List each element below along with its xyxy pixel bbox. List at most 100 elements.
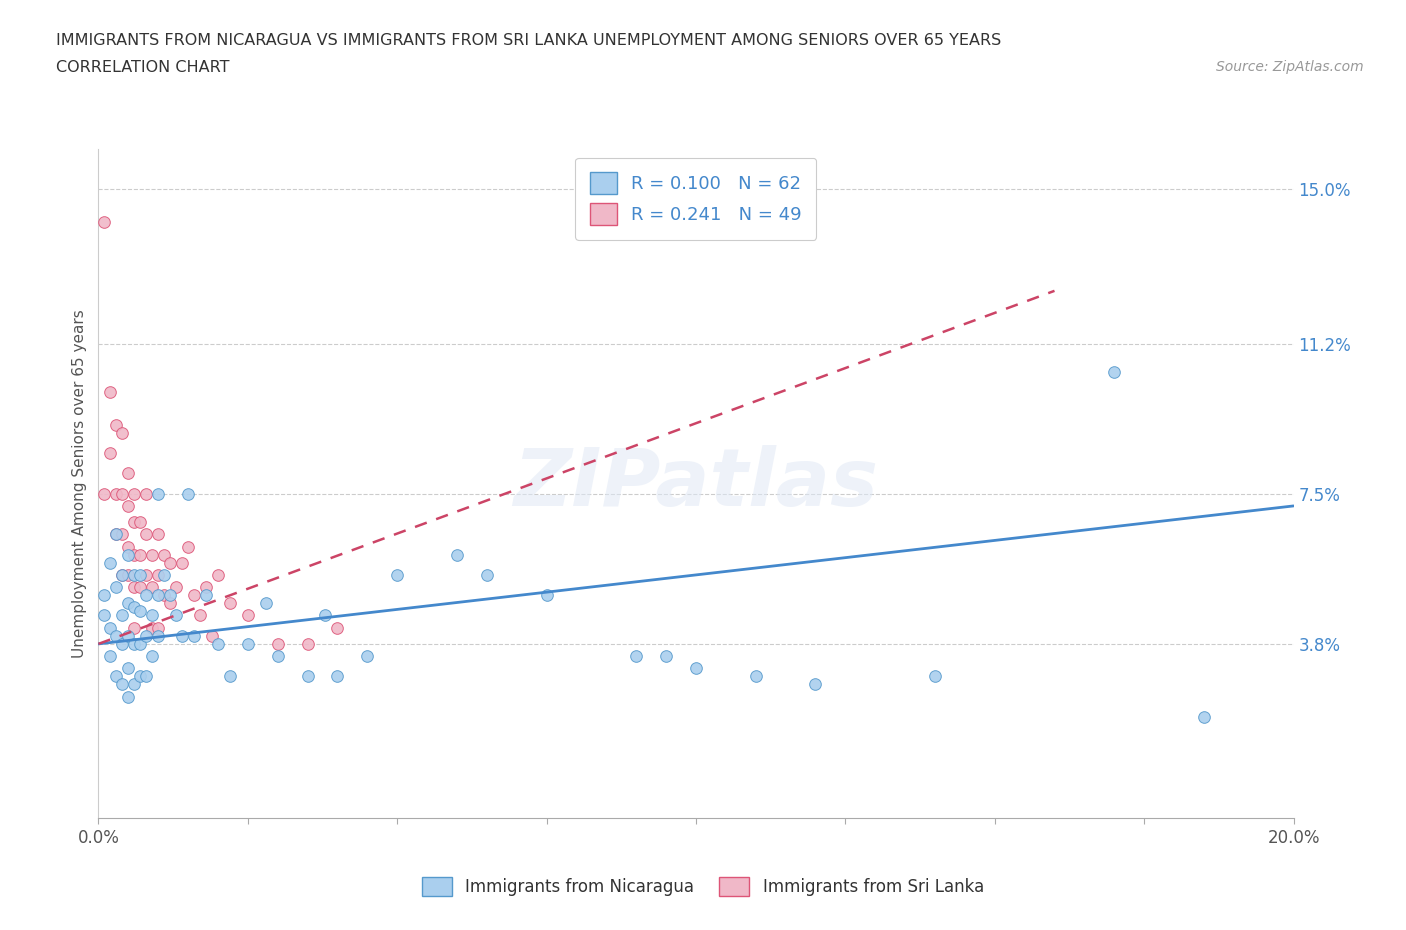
Point: [172, 555, 194, 570]
Point: [159, 596, 181, 611]
Point: [201, 629, 224, 644]
Point: [475, 567, 498, 582]
Point: [117, 596, 139, 611]
Point: [745, 669, 768, 684]
Point: [148, 620, 170, 635]
Point: [267, 636, 290, 651]
Point: [148, 629, 170, 644]
Point: [124, 600, 146, 615]
Point: [117, 539, 139, 554]
Point: [111, 608, 134, 623]
Point: [129, 514, 152, 529]
Point: [177, 486, 200, 501]
Point: [111, 425, 134, 440]
Point: [141, 620, 163, 635]
Point: [141, 579, 163, 594]
Point: [117, 466, 139, 481]
Point: [117, 547, 139, 562]
Point: [124, 677, 146, 692]
Point: [626, 648, 648, 663]
Point: [111, 677, 134, 692]
Point: [148, 486, 170, 501]
Point: [183, 588, 205, 603]
Text: ZIPatlas: ZIPatlas: [513, 445, 879, 523]
Point: [129, 579, 152, 594]
Point: [105, 527, 128, 542]
Point: [159, 588, 181, 603]
Point: [219, 669, 242, 684]
Point: [207, 636, 229, 651]
Point: [153, 588, 176, 603]
Point: [172, 629, 194, 644]
Point: [183, 629, 205, 644]
Point: [117, 567, 139, 582]
Point: [315, 608, 337, 623]
Point: [153, 567, 176, 582]
Point: [267, 648, 290, 663]
Point: [165, 579, 187, 594]
Point: [100, 648, 122, 663]
Point: [685, 661, 707, 676]
Point: [1104, 365, 1126, 379]
Point: [124, 514, 146, 529]
Point: [117, 689, 139, 704]
Point: [148, 588, 170, 603]
Point: [93, 588, 115, 603]
Point: [129, 636, 152, 651]
Text: Source: ZipAtlas.com: Source: ZipAtlas.com: [1216, 60, 1364, 74]
Point: [804, 677, 827, 692]
Point: [105, 669, 128, 684]
Point: [105, 629, 128, 644]
Point: [655, 648, 678, 663]
Point: [100, 620, 122, 635]
Point: [236, 608, 259, 623]
Text: CORRELATION CHART: CORRELATION CHART: [56, 60, 229, 75]
Point: [207, 567, 229, 582]
Point: [326, 669, 349, 684]
Point: [177, 539, 200, 554]
Legend: Immigrants from Nicaragua, Immigrants from Sri Lanka: Immigrants from Nicaragua, Immigrants fr…: [415, 870, 991, 903]
Y-axis label: Unemployment Among Seniors over 65 years: Unemployment Among Seniors over 65 years: [72, 310, 87, 658]
Point: [385, 567, 409, 582]
Point: [135, 567, 157, 582]
Point: [446, 547, 468, 562]
Point: [219, 596, 242, 611]
Point: [117, 629, 139, 644]
Text: IMMIGRANTS FROM NICARAGUA VS IMMIGRANTS FROM SRI LANKA UNEMPLOYMENT AMONG SENIOR: IMMIGRANTS FROM NICARAGUA VS IMMIGRANTS …: [56, 33, 1001, 47]
Point: [100, 555, 122, 570]
Point: [100, 445, 122, 460]
Point: [135, 527, 157, 542]
Point: [195, 588, 218, 603]
Point: [297, 669, 319, 684]
Point: [105, 418, 128, 432]
Point: [93, 608, 115, 623]
Point: [93, 215, 115, 230]
Point: [148, 567, 170, 582]
Point: [1192, 710, 1215, 724]
Point: [135, 669, 157, 684]
Point: [111, 567, 134, 582]
Point: [141, 608, 163, 623]
Point: [111, 486, 134, 501]
Point: [536, 588, 558, 603]
Point: [135, 486, 157, 501]
Point: [141, 648, 163, 663]
Point: [141, 547, 163, 562]
Point: [117, 661, 139, 676]
Point: [195, 579, 218, 594]
Point: [124, 486, 146, 501]
Point: [111, 527, 134, 542]
Legend: R = 0.100   N = 62, R = 0.241   N = 49: R = 0.100 N = 62, R = 0.241 N = 49: [575, 158, 817, 240]
Point: [117, 498, 139, 513]
Point: [124, 567, 146, 582]
Point: [124, 636, 146, 651]
Point: [129, 547, 152, 562]
Point: [129, 669, 152, 684]
Point: [135, 588, 157, 603]
Point: [111, 636, 134, 651]
Point: [124, 620, 146, 635]
Point: [111, 567, 134, 582]
Point: [105, 579, 128, 594]
Point: [297, 636, 319, 651]
Point: [105, 486, 128, 501]
